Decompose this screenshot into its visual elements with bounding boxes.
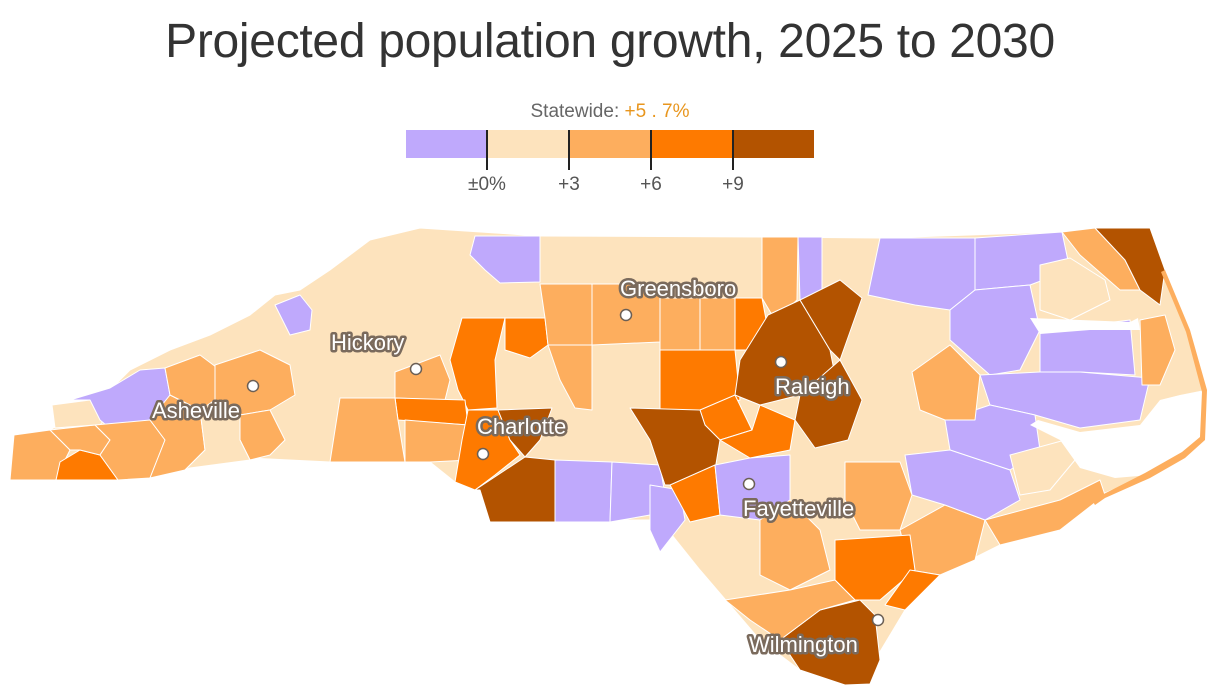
county-currituck <box>1094 227 1166 306</box>
legend-tick-label: +6 <box>640 174 662 195</box>
chart-title: Projected population growth, 2025 to 203… <box>165 15 1055 68</box>
legend-bin-6-9 <box>650 130 733 158</box>
legend-tick <box>650 130 652 170</box>
legend-tick <box>486 130 488 170</box>
statewide-value: +5 . 7% <box>624 101 690 122</box>
county <box>759 499 831 591</box>
county <box>1009 439 1076 496</box>
county <box>1039 257 1111 321</box>
county <box>911 344 981 421</box>
legend-tick-label: +3 <box>558 174 580 195</box>
county <box>659 297 701 351</box>
county <box>329 397 406 463</box>
city-label-hickory: Hickory <box>331 330 404 355</box>
city-label-raleigh: Raleigh <box>775 374 850 399</box>
legend-bin-0-3 <box>487 130 570 158</box>
legend-tick <box>568 130 570 170</box>
county-gaston <box>404 419 471 463</box>
county-franklin <box>799 279 863 361</box>
city-marker-icon <box>871 613 885 627</box>
county <box>394 354 451 401</box>
county-yancey <box>274 294 313 336</box>
county <box>547 344 593 411</box>
city-greensboro: Greensboro <box>618 274 739 322</box>
statewide-label: Statewide: <box>530 101 620 122</box>
legend-tick-label: ±0% <box>468 174 506 195</box>
city-marker-icon <box>476 447 490 461</box>
albemarle-sound <box>1030 318 1140 334</box>
city-asheville: Asheville <box>150 379 260 426</box>
city-marker-icon <box>619 308 633 322</box>
city-charlotte: Charlotte <box>475 412 569 461</box>
legend-color-bar <box>406 130 814 158</box>
legend-statewide: Statewide: +5 . 7% <box>406 98 814 126</box>
county-columbus <box>724 579 856 641</box>
legend: Statewide: +5 . 7% ±0% +3 +6 +9 <box>406 98 814 195</box>
city-label-greensboro: Greensboro <box>620 276 736 301</box>
legend-bin-negative <box>406 130 488 158</box>
county <box>539 283 593 346</box>
legend-tick <box>732 130 734 170</box>
county <box>184 409 251 471</box>
county <box>904 449 1021 521</box>
city-label-asheville: Asheville <box>152 398 240 423</box>
county <box>699 297 736 351</box>
city-hickory: Hickory <box>329 328 423 376</box>
city-marker-icon <box>774 355 788 369</box>
county-forsyth <box>504 317 549 359</box>
city-label-wilmington: Wilmington <box>749 632 858 657</box>
county-anson <box>554 459 613 523</box>
county-surry <box>469 235 541 284</box>
city-fayetteville: Fayetteville <box>741 477 857 524</box>
county-cabarrus <box>497 407 553 458</box>
city-label-fayetteville: Fayetteville <box>743 496 854 521</box>
city-wilmington: Wilmington <box>747 613 885 660</box>
county-dare <box>1139 314 1176 386</box>
legend-bin-3-6 <box>569 130 651 158</box>
pamlico-sound <box>1030 390 1205 478</box>
county-onslow <box>884 569 941 611</box>
legend-bin-9-plus <box>732 130 814 158</box>
city-marker-icon <box>246 379 260 393</box>
city-label-charlotte: Charlotte <box>477 414 566 439</box>
county <box>844 461 913 531</box>
city-raleigh: Raleigh <box>773 355 852 402</box>
county-iredell <box>449 317 506 411</box>
city-marker-icon <box>742 477 756 491</box>
legend-tick-label: +9 <box>722 174 744 195</box>
county <box>949 284 1041 376</box>
city-marker-icon <box>409 362 423 376</box>
